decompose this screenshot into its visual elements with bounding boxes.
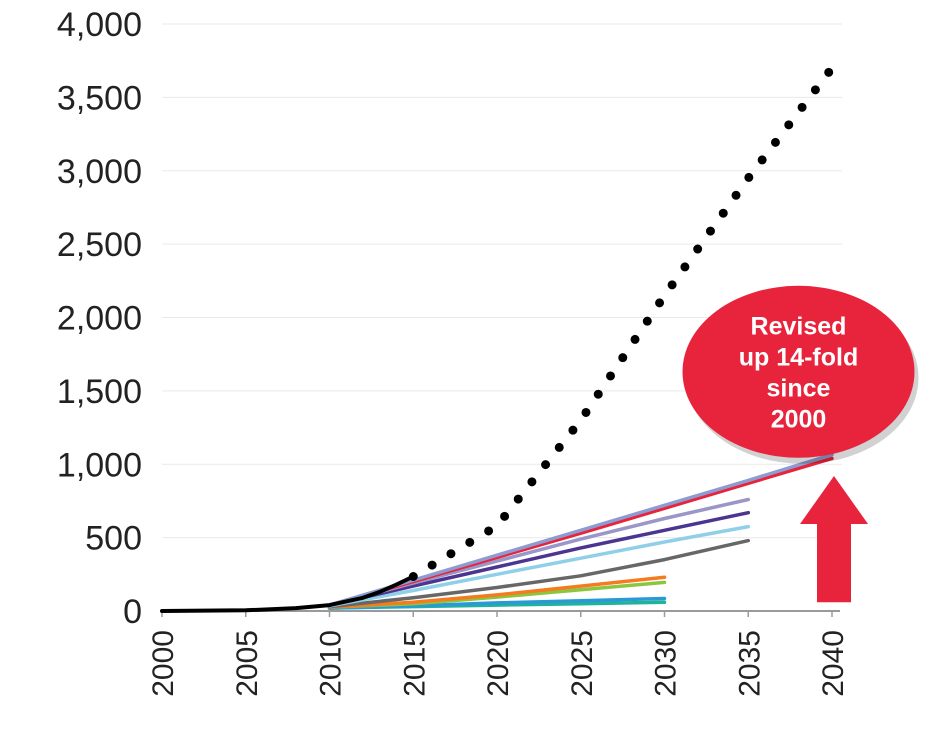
callout-text-line: since (767, 374, 831, 402)
x-tick-label: 2030 (650, 630, 683, 697)
y-tick-label: 500 (85, 520, 142, 558)
callout-text-line: up 14-fold (739, 343, 858, 371)
x-tick-label: 2025 (566, 630, 599, 697)
x-axis-tick-labels: 2000 2005 2010 2015 2020 2025 2030 2035 2040 (147, 611, 850, 697)
y-tick-label: 2,000 (57, 300, 142, 338)
y-tick-label: 2,500 (57, 226, 142, 264)
y-tick-label: 0 (123, 593, 142, 631)
y-tick-label: 3,000 (57, 153, 142, 191)
callout-text-line: Revised (751, 312, 847, 340)
gridlines (162, 23, 842, 539)
up-arrow (800, 475, 868, 603)
y-tick-label: 4,000 (57, 6, 142, 44)
x-tick-label: 2035 (733, 630, 766, 697)
series-line-forecast (327, 575, 667, 610)
y-tick-label: 1,500 (57, 373, 142, 411)
x-tick-label: 2010 (315, 630, 348, 697)
callout-text-line: 2000 (771, 405, 827, 433)
annotations: Revised up 14-fold since 2000 (682, 285, 919, 603)
y-axis-tick-labels: 0 500 1,000 1,500 2,000 2,500 3,000 3,500 4,000 (57, 6, 142, 631)
x-tick-label: 2015 (398, 630, 431, 697)
series-line-dotted-projection (408, 63, 837, 581)
x-tick-label: 2000 (147, 630, 180, 697)
series-lines (160, 63, 837, 613)
series-line-forecast (327, 510, 751, 607)
callout-ellipse (682, 285, 915, 458)
x-tick-label: 2020 (482, 630, 515, 697)
x-tick-label: 2040 (817, 630, 850, 697)
x-tick-label: 2005 (231, 630, 264, 697)
series-line-forecast (327, 524, 751, 608)
y-tick-label: 1,000 (57, 446, 142, 484)
series-line-historical (160, 574, 416, 613)
y-tick-label: 3,500 (57, 79, 142, 117)
series-line-forecast (327, 538, 751, 609)
